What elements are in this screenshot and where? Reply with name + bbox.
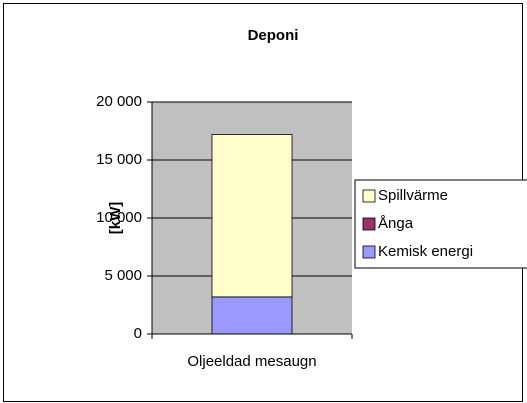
- y-tick-label: 15 000: [96, 151, 142, 168]
- x-tick-label: Oljeeldad mesaugn: [187, 353, 316, 370]
- y-tick-label: 10 000: [96, 209, 142, 226]
- legend-label: Kemisk energi: [378, 243, 473, 260]
- legend-swatch: [362, 189, 376, 203]
- y-tick-label: 20 000: [96, 93, 142, 110]
- legend-swatch: [362, 217, 376, 231]
- legend-label: Ånga: [378, 215, 414, 232]
- y-tick-label: 5 000: [104, 267, 142, 284]
- legend-label: Spillvärme: [378, 187, 448, 204]
- legend: [354, 179, 527, 269]
- bar-segment: [211, 296, 293, 335]
- bar-segment: [211, 134, 293, 298]
- legend-swatch: [362, 245, 376, 259]
- y-axis-label: [kW]: [107, 202, 124, 235]
- y-tick-label: 0: [134, 325, 142, 342]
- chart-title: Deponi: [248, 27, 299, 44]
